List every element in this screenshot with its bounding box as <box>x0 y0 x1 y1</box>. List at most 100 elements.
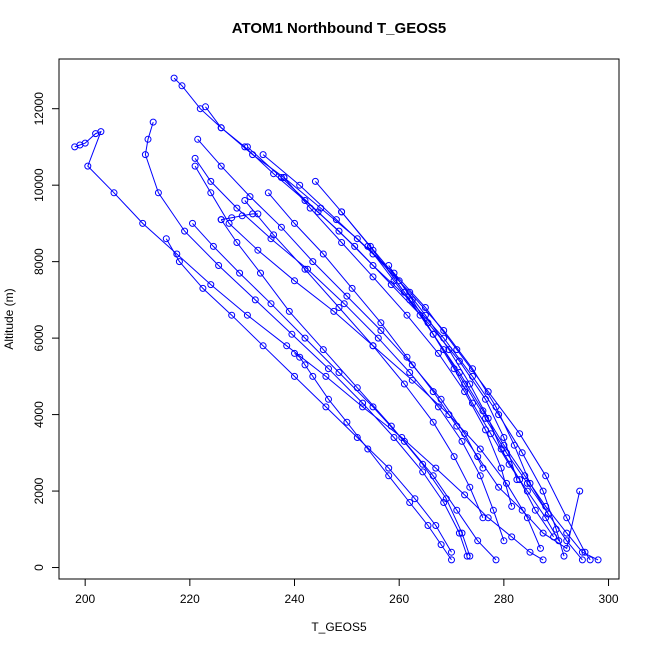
data-series <box>259 151 552 518</box>
data-point <box>458 437 466 445</box>
data-point <box>309 258 317 266</box>
series-line <box>194 158 505 541</box>
data-point <box>408 376 416 384</box>
data-point <box>325 395 332 403</box>
data-point <box>469 399 476 407</box>
data-point <box>563 537 571 545</box>
data-point <box>400 437 408 445</box>
data-point <box>484 514 492 522</box>
data-point <box>283 342 291 350</box>
y-tick-label: 0 <box>32 564 46 571</box>
data-point <box>476 472 484 480</box>
data-series <box>385 262 563 545</box>
data-point <box>542 514 550 522</box>
data-point <box>387 422 395 430</box>
chart-title: ATOM1 Northbound T_GEOS5 <box>232 20 446 37</box>
data-point <box>175 258 183 266</box>
data-point <box>500 537 508 545</box>
data-series <box>191 162 544 552</box>
data-point <box>497 464 505 472</box>
series-line <box>283 177 513 507</box>
data-point <box>243 143 251 151</box>
data-point <box>228 311 236 319</box>
data-point <box>578 556 586 564</box>
data-point <box>390 434 398 441</box>
data-point <box>207 281 215 289</box>
data-point <box>225 219 233 227</box>
data-point <box>291 349 298 357</box>
data-series <box>194 135 487 472</box>
y-tick-label: 8000 <box>32 248 46 275</box>
data-point <box>170 74 178 82</box>
series-line <box>315 181 555 538</box>
data-point <box>437 395 445 403</box>
y-tick-label: 6000 <box>32 324 46 351</box>
x-tick-label: 260 <box>389 592 409 606</box>
data-point <box>594 556 602 564</box>
data-point <box>505 460 513 468</box>
data-point <box>191 154 199 162</box>
data-point <box>450 453 458 461</box>
data-point <box>510 441 518 449</box>
data-point <box>479 464 487 472</box>
data-point <box>178 82 186 90</box>
data-point <box>199 284 207 292</box>
plot-frame <box>58 58 620 580</box>
data-point <box>377 327 385 334</box>
series-line <box>192 223 497 561</box>
data-point <box>267 300 275 308</box>
data-point <box>311 177 319 185</box>
data-point <box>474 453 482 461</box>
data-point <box>209 242 217 250</box>
data-point <box>537 544 544 552</box>
data-point <box>309 372 317 380</box>
data-point <box>335 369 343 376</box>
data-point <box>523 487 531 495</box>
data-point <box>539 487 547 495</box>
data-point <box>476 445 484 453</box>
data-point <box>578 548 586 556</box>
data-point <box>228 214 236 222</box>
data-point <box>403 311 411 319</box>
data-series <box>241 197 487 522</box>
series-line <box>221 213 258 221</box>
data-point <box>81 139 89 147</box>
data-series <box>141 118 471 560</box>
data-point <box>301 265 309 273</box>
data-point <box>523 514 531 522</box>
data-point <box>296 181 304 189</box>
data-point <box>364 445 372 453</box>
data-point <box>542 472 550 480</box>
data-point <box>319 346 327 354</box>
data-point <box>330 307 338 315</box>
data-point <box>251 296 259 304</box>
data-point <box>325 365 332 373</box>
data-point <box>340 300 348 308</box>
data-point <box>291 277 298 285</box>
data-point <box>189 219 196 227</box>
data-point <box>277 174 285 181</box>
data-point <box>353 384 361 392</box>
data-point <box>448 556 455 564</box>
data-series <box>191 154 508 545</box>
data-point <box>301 197 309 204</box>
x-tick-label: 200 <box>75 592 95 606</box>
data-point <box>403 353 411 361</box>
data-point <box>445 346 453 354</box>
data-point <box>385 464 393 472</box>
data-series <box>291 349 455 564</box>
data-point <box>364 242 372 250</box>
data-point <box>432 522 440 529</box>
data-point <box>259 342 267 350</box>
data-point <box>440 346 448 354</box>
data-point <box>181 227 189 235</box>
data-point <box>406 369 414 376</box>
data-point <box>385 262 393 269</box>
series-line <box>197 138 484 469</box>
data-point <box>139 219 147 227</box>
data-point <box>419 460 427 468</box>
x-tick-label: 220 <box>180 592 200 606</box>
data-point <box>531 506 539 514</box>
data-point <box>270 231 278 239</box>
